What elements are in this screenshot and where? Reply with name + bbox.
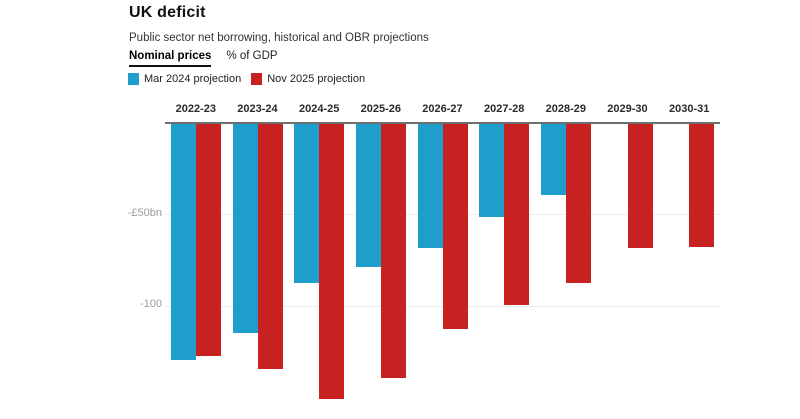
legend-label-nov-2025: Nov 2025 projection: [267, 73, 366, 85]
bar-mar-2024-2027-28: [479, 124, 505, 218]
plot-area: [165, 124, 720, 419]
unit-toggle-tabs: Nominal prices % of GDP: [129, 50, 278, 67]
bar-mar-2024-2023-24: [232, 124, 258, 333]
category-label-2028-29: 2028-29: [545, 103, 587, 115]
category-label-2022-23: 2022-23: [175, 103, 217, 115]
tab-nominal-prices[interactable]: Nominal prices: [129, 50, 212, 67]
category-label-2026-27: 2026-27: [422, 103, 463, 115]
bar-nov-2025-2030-31: [689, 124, 715, 247]
legend-item-mar-2024: Mar 2024 projection: [128, 73, 241, 85]
legend-item-nov-2025: Nov 2025 projection: [251, 73, 365, 85]
bar-nov-2025-2022-23: [195, 124, 221, 357]
tab-percent-of-gdp[interactable]: % of GDP: [226, 50, 278, 62]
category-label-2027-28: 2027-28: [483, 103, 525, 115]
legend-label-mar-2024: Mar 2024 projection: [144, 73, 242, 85]
bar-mar-2024-2022-23: [170, 124, 196, 361]
bar-nov-2025-2027-28: [504, 124, 530, 306]
legend-swatch-red-icon: [251, 73, 263, 85]
legend-swatch-blue-icon: [128, 73, 139, 85]
bar-nov-2025-2029-30: [627, 124, 653, 249]
bar-mar-2024-2024-25: [294, 124, 320, 284]
chart-subtitle: Public sector net borrowing, historical …: [129, 32, 429, 44]
bar-nov-2025-2023-24: [257, 124, 283, 370]
y-tick-label: -£50bn: [127, 206, 162, 219]
category-label-2023-24: 2023-24: [237, 103, 278, 115]
category-label-2025-26: 2025-26: [360, 103, 402, 115]
category-label-2024-25: 2024-25: [298, 103, 340, 115]
bar-nov-2025-2025-26: [380, 124, 406, 379]
category-label-2030-31: 2030-31: [668, 103, 710, 115]
zero-baseline: [165, 122, 720, 124]
legend: Mar 2024 projection Nov 2025 projection: [128, 73, 365, 85]
x-axis-category-labels: 2022-23 2023-24 2024-25 2025-26 2026-27 2027-…: [165, 103, 720, 118]
bar-mar-2024-2028-29: [540, 124, 566, 196]
y-tick-label: -100: [139, 298, 162, 310]
page-title: UK deficit: [129, 4, 206, 21]
bar-nov-2025-2026-27: [442, 124, 468, 329]
bar-mar-2024-2026-27: [417, 124, 443, 249]
category-label-2029-30: 2029-30: [607, 103, 648, 115]
bar-nov-2025-2024-25: [319, 124, 345, 399]
bar-mar-2024-2025-26: [355, 124, 381, 267]
bar-nov-2025-2028-29: [565, 124, 591, 284]
